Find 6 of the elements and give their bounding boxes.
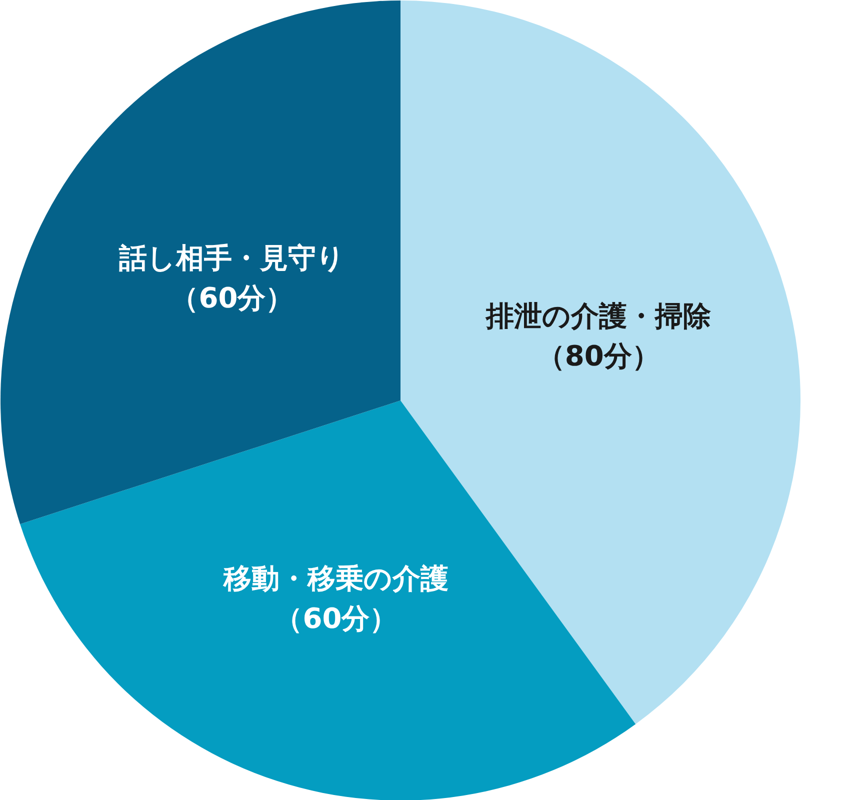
slice-label: 排泄の介護・掃除 — [484, 300, 711, 333]
data-label: （60分） — [274, 602, 398, 635]
slice-label: 移動・移乗の介護 — [222, 562, 449, 595]
slice-label: 話し相手・見守り — [118, 242, 346, 275]
data-label: （80分） — [536, 340, 660, 373]
data-label: （60分） — [170, 282, 294, 315]
